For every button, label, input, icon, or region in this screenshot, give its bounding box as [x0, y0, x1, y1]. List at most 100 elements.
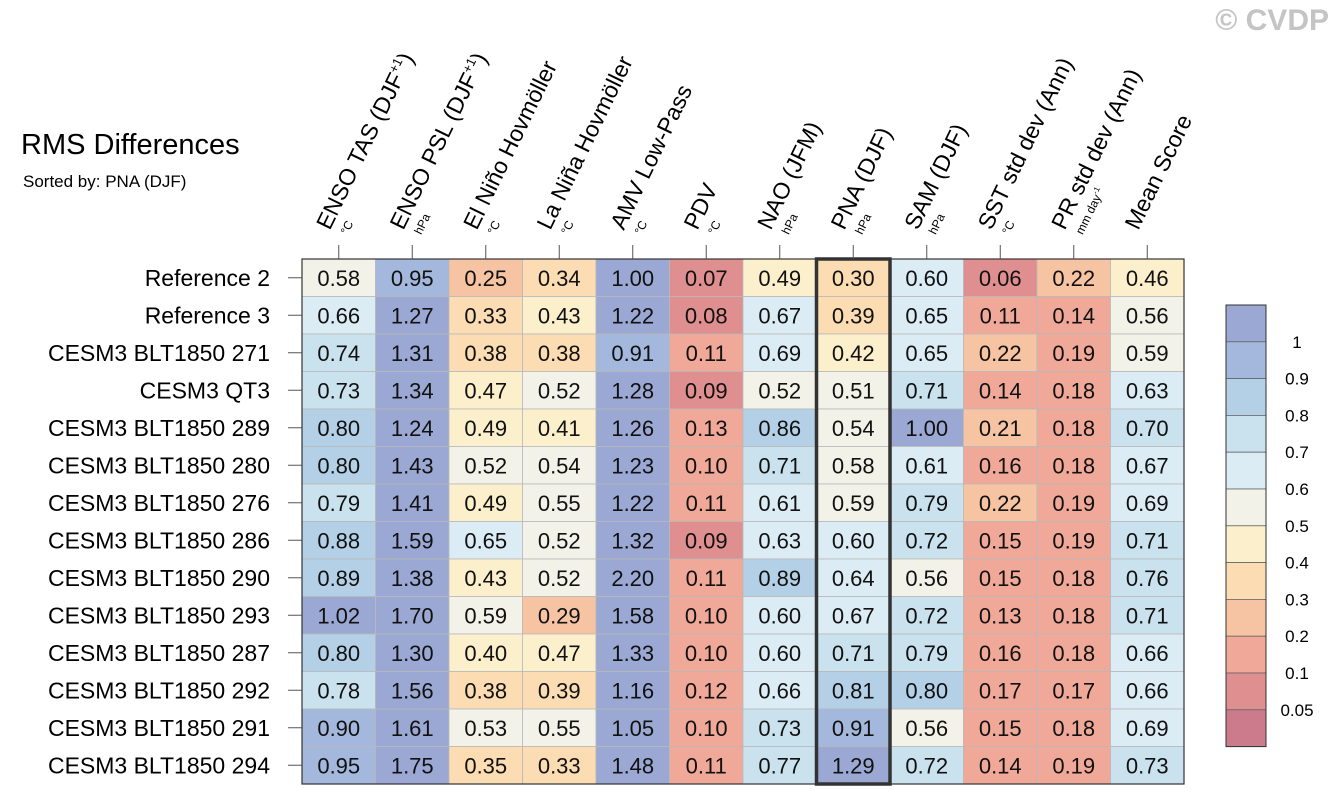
cell-value-label: 0.90	[317, 716, 360, 741]
heatmap-cell	[595, 483, 670, 522]
heatmap-cell	[375, 596, 450, 635]
colorbar-segment	[1225, 341, 1267, 379]
heatmap-cell	[375, 746, 450, 785]
cell-value-label: 0.15	[979, 566, 1022, 591]
cell-value-label: 0.54	[538, 453, 581, 478]
colorbar-tick-label: 0.4	[1285, 554, 1309, 573]
row-label: CESM3 BLT1850 271	[48, 340, 270, 366]
cell-value-label: 1.27	[391, 303, 434, 328]
heatmap-cell	[375, 446, 450, 485]
heatmap-cell	[448, 671, 523, 710]
heatmap-cell	[816, 408, 891, 447]
row-label: CESM3 QT3	[140, 377, 270, 403]
heatmap-cell	[742, 671, 817, 710]
colorbar-segment	[1225, 304, 1267, 343]
heatmap-cell	[301, 708, 376, 747]
cell-value-label: 1.34	[391, 378, 434, 403]
cell-value-label: 1.33	[611, 641, 654, 666]
cell-value-label: 0.22	[979, 341, 1022, 366]
cell-value-label: 0.88	[317, 528, 360, 553]
heatmap-cell	[742, 708, 817, 747]
heatmap-cell	[742, 746, 817, 785]
heatmap-cell	[522, 483, 597, 522]
column-label: PDV°C	[678, 179, 724, 237]
cell-value-label: 0.22	[1052, 266, 1095, 291]
cell-value-label: 0.34	[538, 266, 581, 291]
heatmap-cell	[375, 483, 450, 522]
cell-value-label: 0.72	[905, 753, 948, 778]
row-label: CESM3 BLT1850 292	[48, 677, 270, 703]
cell-value-label: 0.72	[905, 603, 948, 628]
row-label: CESM3 BLT1850 291	[48, 715, 270, 741]
cell-value-label: 0.52	[538, 528, 581, 553]
heatmap-cell	[669, 483, 744, 522]
cell-value-label: 0.70	[1126, 416, 1169, 441]
heatmap-cell	[301, 371, 376, 410]
cell-value-label: 0.13	[979, 603, 1022, 628]
heatmap-cell	[1110, 633, 1185, 672]
cell-value-label: 0.78	[317, 678, 360, 703]
heatmap-cell	[1110, 333, 1185, 372]
cell-value-label: 0.16	[979, 453, 1022, 478]
cell-value-label: 0.67	[832, 603, 875, 628]
column-unit: °C	[999, 218, 1018, 237]
heatmap-cell	[889, 708, 964, 747]
cell-value-label: 0.19	[1052, 341, 1095, 366]
cell-value-label: 0.54	[832, 416, 875, 441]
cell-value-label: 1.16	[611, 678, 654, 703]
cell-value-label: 0.52	[538, 378, 581, 403]
cell-value-label: 0.72	[905, 528, 948, 553]
cell-value-label: 0.49	[758, 266, 801, 291]
heatmap-cell	[1036, 746, 1111, 785]
heatmap-cell	[963, 558, 1038, 597]
row-label: Reference 3	[145, 302, 270, 328]
heatmap-cell	[669, 558, 744, 597]
cell-value-label: 0.46	[1126, 266, 1169, 291]
cell-value-label: 1.48	[611, 753, 654, 778]
heatmap-cell	[375, 708, 450, 747]
colorbar-segment	[1225, 672, 1267, 711]
cell-value-label: 0.60	[832, 528, 875, 553]
cell-value-label: 1.28	[611, 378, 654, 403]
cell-value-label: 0.66	[317, 303, 360, 328]
cell-value-label: 0.12	[685, 678, 728, 703]
cell-value-label: 0.21	[979, 416, 1022, 441]
cell-value-label: 0.79	[905, 641, 948, 666]
heatmap-cell	[963, 371, 1038, 410]
heatmap-cell	[963, 483, 1038, 522]
cell-value-label: 1.56	[391, 678, 434, 703]
heatmap-cell	[742, 296, 817, 335]
cell-value-label: 0.56	[1126, 303, 1169, 328]
cell-value-label: 1.00	[905, 416, 948, 441]
cell-value-label: 0.63	[758, 528, 801, 553]
heatmap-cell	[1110, 671, 1185, 710]
cell-value-label: 1.75	[391, 753, 434, 778]
heatmap-border	[301, 258, 1185, 785]
heatmap-cell	[522, 596, 597, 635]
cell-value-label: 0.10	[685, 603, 728, 628]
cell-value-label: 0.60	[758, 641, 801, 666]
cell-value-label: 0.11	[686, 341, 727, 366]
cell-value-label: 0.81	[832, 678, 875, 703]
cell-value-label: 0.38	[538, 341, 581, 366]
cell-value-label: 0.18	[1052, 716, 1095, 741]
cell-value-label: 0.61	[905, 453, 948, 478]
row-label: CESM3 BLT1850 287	[48, 640, 270, 666]
cell-value-label: 1.43	[391, 453, 434, 478]
heatmap-cell	[669, 333, 744, 372]
heatmap-cell	[595, 408, 670, 447]
colorbar-segment	[1225, 525, 1267, 563]
cell-value-label: 0.69	[1126, 491, 1169, 516]
heatmap-cell	[522, 408, 597, 447]
heatmap-cell	[742, 371, 817, 410]
cell-value-label: 0.60	[758, 603, 801, 628]
heatmap-cell	[816, 258, 891, 297]
heatmap-cell	[1110, 746, 1185, 785]
heatmap-cell	[1110, 483, 1185, 522]
heatmap-cell	[1110, 521, 1185, 560]
cell-value-label: 0.77	[758, 753, 801, 778]
cell-value-label: 0.80	[905, 678, 948, 703]
heatmap-cell	[963, 446, 1038, 485]
cell-value-label: 0.95	[317, 753, 360, 778]
cell-value-label: 0.52	[538, 566, 581, 591]
